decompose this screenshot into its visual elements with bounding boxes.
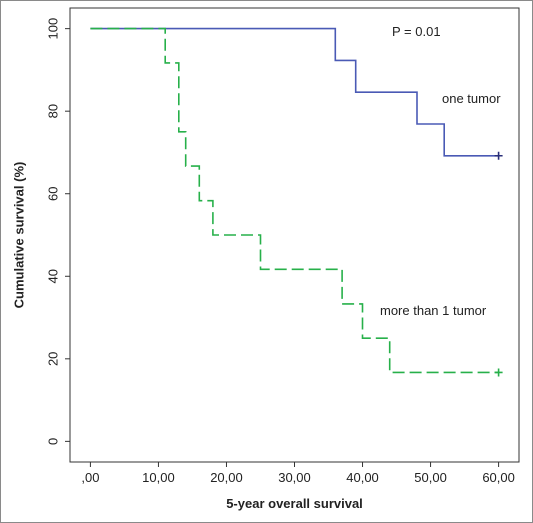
censor-marker [494,151,503,160]
y-tick-label: 0 [45,438,60,445]
x-tick-label: 20,00 [210,470,243,485]
series-line-more-than-1-tumor [90,27,499,374]
x-axis: ,00 10,00 20,00 30,00 40,00 50,00 60,00 [81,462,515,485]
x-tick-label: 50,00 [414,470,447,485]
y-tick-label: 20 [45,352,60,366]
x-tick-label: 10,00 [142,470,175,485]
series-layer [90,27,503,377]
y-tick-label: 100 [45,18,60,40]
y-tick-label: 80 [45,104,60,118]
series-label-one-tumor: one tumor [442,91,501,106]
p-value-annotation: P = 0.01 [392,24,441,39]
x-tick-label: 40,00 [346,470,379,485]
x-tick-label: 60,00 [482,470,515,485]
y-tick-label: 60 [45,186,60,200]
censor-marker [494,368,503,377]
y-axis-title: Cumulative survival (%) [11,162,26,309]
series-label-more-than-1-tumor: more than 1 tumor [380,303,487,318]
x-tick-label: 30,00 [278,470,311,485]
x-tick-label: ,00 [81,470,99,485]
plot-area [69,7,520,463]
x-axis-title: 5-year overall survival [226,496,363,511]
y-axis: 0 20 40 60 80 100 [45,18,70,445]
y-tick-label: 40 [45,269,60,283]
series-line-one-tumor [90,27,499,157]
